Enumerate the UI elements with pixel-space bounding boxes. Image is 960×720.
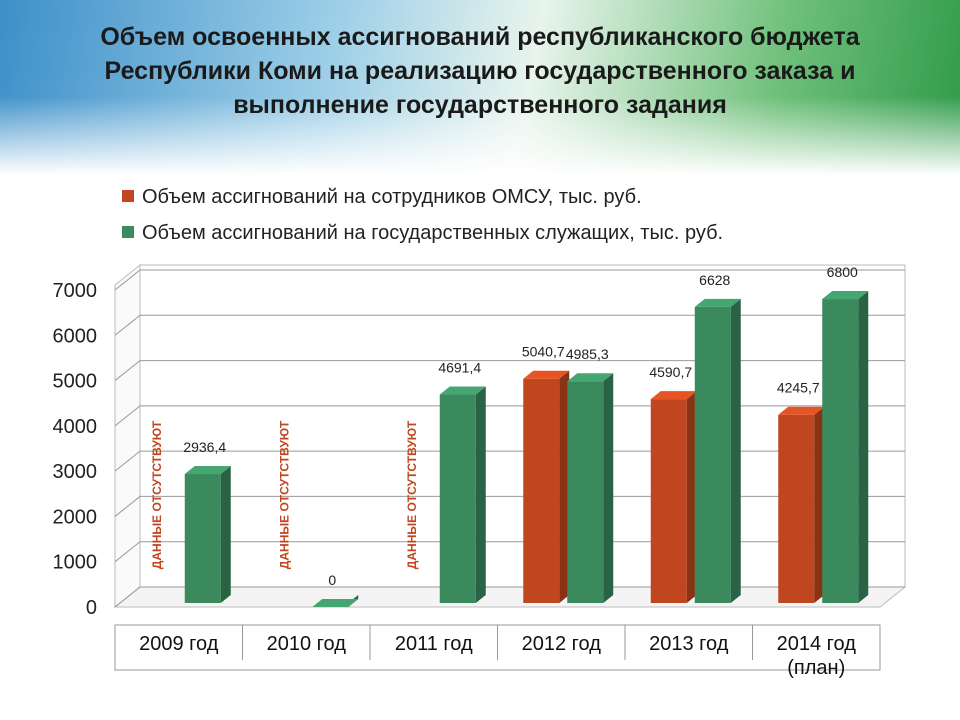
no-data-label: ДАННЫЕ ОТСУТСТВУЮТ: [150, 420, 164, 569]
legend-swatch: [122, 190, 134, 202]
bar-front: [439, 394, 476, 603]
grid-line: [114, 314, 905, 336]
y-tick-label: 7000: [53, 280, 98, 302]
grid-line: [114, 405, 905, 427]
bar-top: [822, 291, 869, 300]
bar-front: [778, 414, 815, 603]
x-tick-label: 2014 год (план): [776, 633, 856, 679]
bar-top: [567, 373, 614, 382]
value-label: 6800: [827, 264, 858, 280]
bar-front: [650, 399, 687, 603]
y-tick-label: 6000: [53, 325, 98, 347]
value-label: 4590,7: [649, 364, 692, 380]
bar-front: [523, 378, 560, 603]
grid-line: [114, 586, 905, 608]
bar-side: [559, 370, 570, 603]
no-data-label: ДАННЫЕ ОТСУТСТВУЮТ: [277, 420, 291, 569]
bar-top: [312, 599, 359, 607]
legend-swatch: [122, 226, 134, 238]
bar-top: [184, 466, 231, 475]
bar-top: [523, 370, 570, 379]
value-label: 5040,7: [522, 344, 565, 360]
grid-line: [114, 360, 905, 381]
y-tick-label: 2000: [53, 506, 98, 528]
bar-side: [686, 391, 697, 603]
bar-front: [822, 299, 859, 603]
no-data-label: ДАННЫЕ ОТСУТСТВУЮТ: [405, 420, 419, 569]
bar-side: [814, 406, 825, 603]
value-label: 0: [328, 572, 336, 588]
y-tick-label: 3000: [53, 461, 98, 483]
bar-side: [475, 386, 486, 603]
x-tick-label: 2009 год: [139, 633, 219, 655]
legend-label: Объем ассигнований на сотрудников ОМСУ, …: [142, 186, 642, 208]
value-label: 4245,7: [777, 380, 820, 396]
chart-title: Объем освоенных ассигнований республикан…: [100, 23, 860, 119]
grid-line: [114, 269, 905, 291]
grid-line: [114, 541, 905, 563]
bar-side: [730, 298, 741, 603]
bar-side: [220, 466, 231, 603]
y-tick-label: 1000: [53, 552, 98, 574]
x-tick-label: 2010 год: [266, 633, 346, 655]
legend-label: Объем ассигнований на государственных сл…: [142, 222, 723, 244]
bar-front: [184, 474, 221, 603]
side-wall: [114, 263, 141, 609]
x-tick-label: 2011 год: [394, 633, 473, 655]
grid-line: [114, 450, 905, 472]
value-label: 6628: [699, 272, 730, 288]
x-tick-label: 2013 год: [649, 633, 729, 655]
banner: [0, 0, 960, 175]
bar-top: [778, 406, 825, 415]
bar-top: [694, 298, 741, 307]
y-tick-label: 0: [86, 597, 97, 619]
bar-side: [858, 291, 869, 603]
category-box: [114, 624, 881, 671]
value-label: 4691,4: [438, 360, 481, 376]
bar-front: [567, 381, 604, 603]
grid-line: [114, 495, 905, 517]
y-tick-label: 5000: [53, 371, 98, 393]
bar-side: [603, 373, 614, 603]
value-label: 2936,4: [183, 439, 226, 455]
bar-top: [650, 391, 697, 400]
value-label: 4985,3: [566, 346, 609, 362]
x-tick-label: 2012 год: [521, 633, 601, 655]
bar-front: [694, 306, 731, 603]
y-tick-label: 4000: [53, 416, 98, 438]
bar-top: [439, 386, 486, 395]
